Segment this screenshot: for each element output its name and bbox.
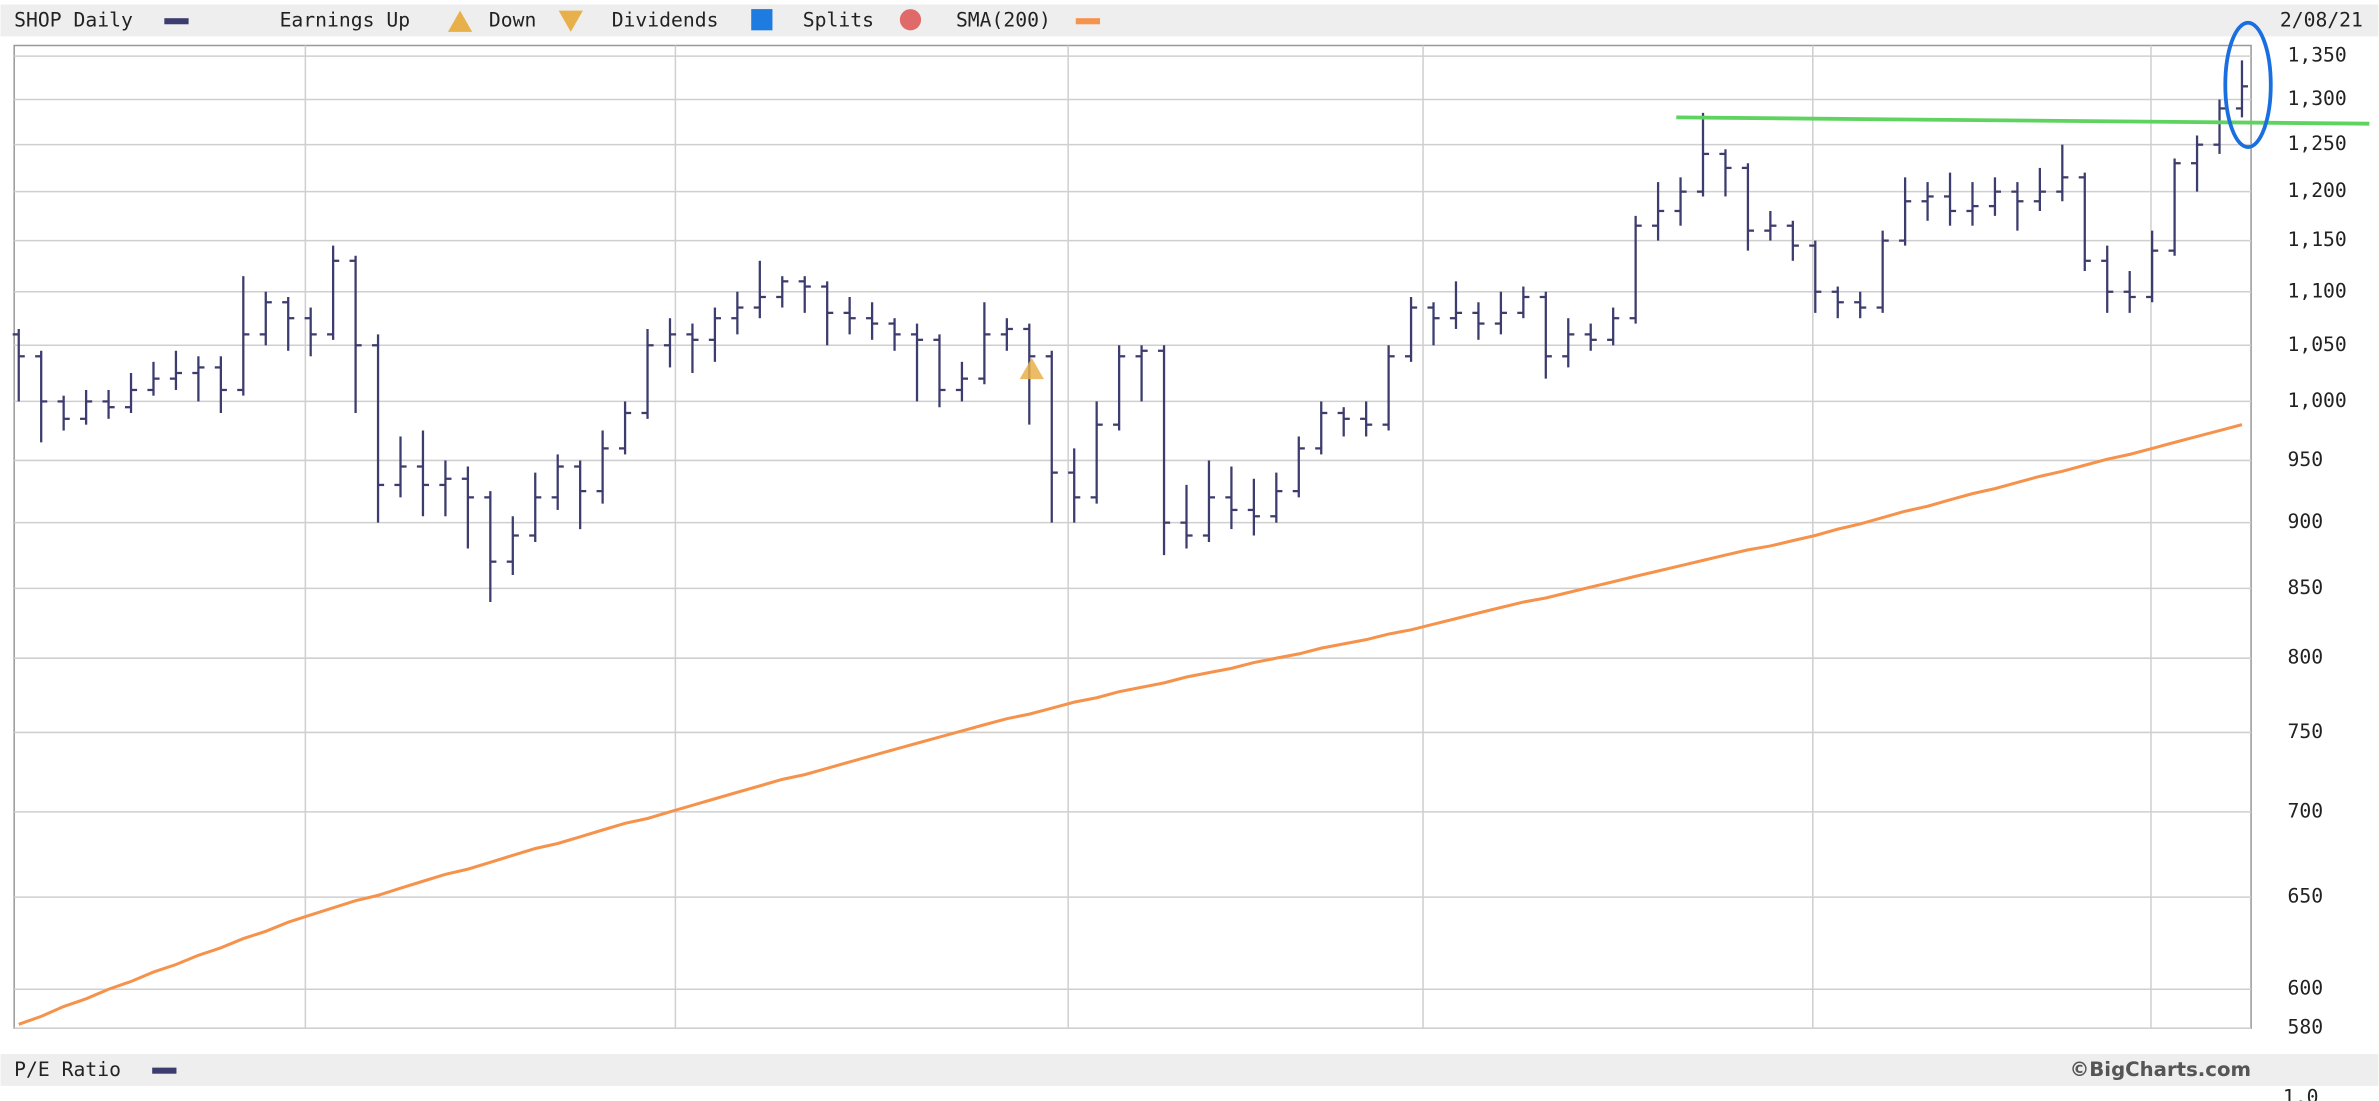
pe-tick-label: 1.0: [2283, 1085, 2319, 1101]
y-tick-label: 1,050: [2287, 333, 2346, 356]
y-tick-label: 700: [2287, 799, 2323, 822]
y-tick-label: 950: [2287, 448, 2323, 471]
legend-label: Splits: [803, 9, 874, 32]
earnings-up-icon: [447, 10, 473, 32]
y-tick-label: 800: [2287, 646, 2323, 669]
y-tick-label: 580: [2287, 1016, 2323, 1039]
marks: [12, 60, 2370, 1026]
y-tick-label: 1,350: [2287, 44, 2346, 67]
date-label: 2/08/21: [2280, 9, 2363, 32]
earnings-marker: [1019, 357, 1044, 380]
y-tick-label: 1,300: [2287, 87, 2346, 110]
y-tick-label: 850: [2287, 576, 2323, 599]
legend-label: Dividends: [612, 9, 719, 32]
y-tick-label: 650: [2287, 885, 2323, 908]
y-tick-label: 1,100: [2287, 279, 2346, 302]
y-tick-label: 600: [2287, 977, 2323, 1000]
split-icon: [899, 9, 922, 31]
legend-swatch: [164, 18, 189, 25]
y-tick-label: 1,150: [2287, 228, 2346, 251]
highlight-ellipse: [2223, 20, 2273, 149]
pe-band: [0, 1053, 2379, 1086]
series-name: SHOP Daily: [14, 9, 133, 32]
header-band: [0, 4, 2379, 37]
y-tick-label: 750: [2287, 720, 2323, 743]
legend-label: Down: [489, 9, 536, 32]
legend-swatch: [152, 1067, 177, 1074]
dividend-icon: [751, 9, 773, 31]
y-tick-label: 1,200: [2287, 179, 2346, 202]
pe-title: P/E Ratio: [14, 1058, 121, 1081]
legend-label: SMA(200): [956, 9, 1051, 32]
plot-frame: [13, 44, 2252, 1029]
sma-line: [18, 423, 2243, 1026]
legend-swatch: [1075, 18, 1101, 25]
y-tick-label: 1,000: [2287, 389, 2346, 412]
legend-label: Earnings Up: [280, 9, 410, 32]
earnings-down-icon: [558, 10, 583, 32]
credit: ©BigCharts.com: [2070, 1058, 2251, 1081]
y-tick-label: 900: [2287, 510, 2323, 533]
y-tick-label: 1,250: [2287, 132, 2346, 155]
resistance-line: [1676, 115, 2370, 126]
